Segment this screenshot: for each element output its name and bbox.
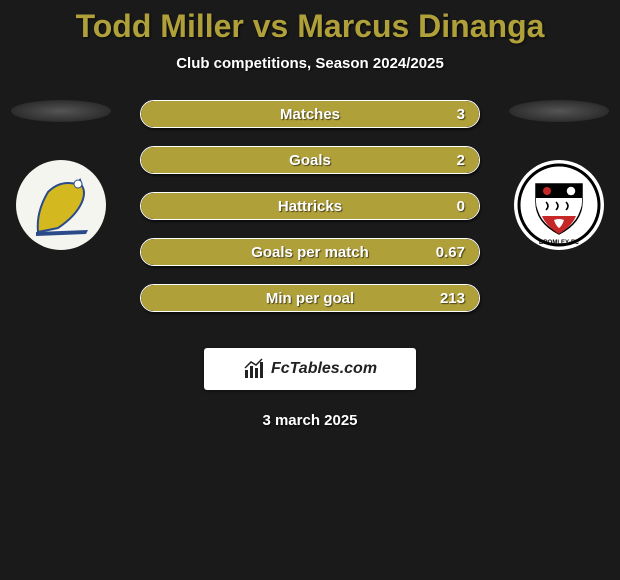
right-crest-svg: BROMLEY·FC — [516, 162, 602, 248]
stat-value: 0.67 — [436, 244, 465, 261]
left-shadow — [11, 100, 111, 122]
brand-text: FcTables.com — [271, 360, 377, 378]
stat-value: 0 — [457, 198, 465, 215]
stat-label: Hattricks — [278, 198, 342, 215]
stat-value: 213 — [440, 290, 465, 307]
left-club-crest — [16, 160, 106, 250]
stat-label: Matches — [280, 106, 340, 123]
right-player-column: BROMLEY·FC — [504, 100, 614, 250]
comparison-content: BROMLEY·FC Matches 3 Goals 2 Hattricks 0 — [0, 100, 620, 330]
chart-icon — [243, 358, 265, 380]
svg-text:BROMLEY·FC: BROMLEY·FC — [539, 240, 580, 246]
stat-value: 2 — [457, 152, 465, 169]
left-crest-svg — [18, 162, 104, 248]
left-player-column — [6, 100, 116, 250]
stat-bar-goals: Goals 2 — [140, 146, 480, 174]
right-club-crest: BROMLEY·FC — [514, 160, 604, 250]
subtitle: Club competitions, Season 2024/2025 — [0, 55, 620, 72]
stat-label: Goals — [289, 152, 331, 169]
stat-bar-min-per-goal: Min per goal 213 — [140, 284, 480, 312]
date-text: 3 march 2025 — [0, 412, 620, 429]
page-title: Todd Miller vs Marcus Dinanga — [0, 8, 620, 45]
stat-label: Min per goal — [266, 290, 354, 307]
stat-bar-goals-per-match: Goals per match 0.67 — [140, 238, 480, 266]
stat-bar-hattricks: Hattricks 0 — [140, 192, 480, 220]
stat-bar-matches: Matches 3 — [140, 100, 480, 128]
right-shadow — [509, 100, 609, 122]
brand-box: FcTables.com — [204, 348, 416, 390]
stat-value: 3 — [457, 106, 465, 123]
stat-label: Goals per match — [251, 244, 369, 261]
stat-bars: Matches 3 Goals 2 Hattricks 0 Goals per … — [140, 100, 480, 312]
